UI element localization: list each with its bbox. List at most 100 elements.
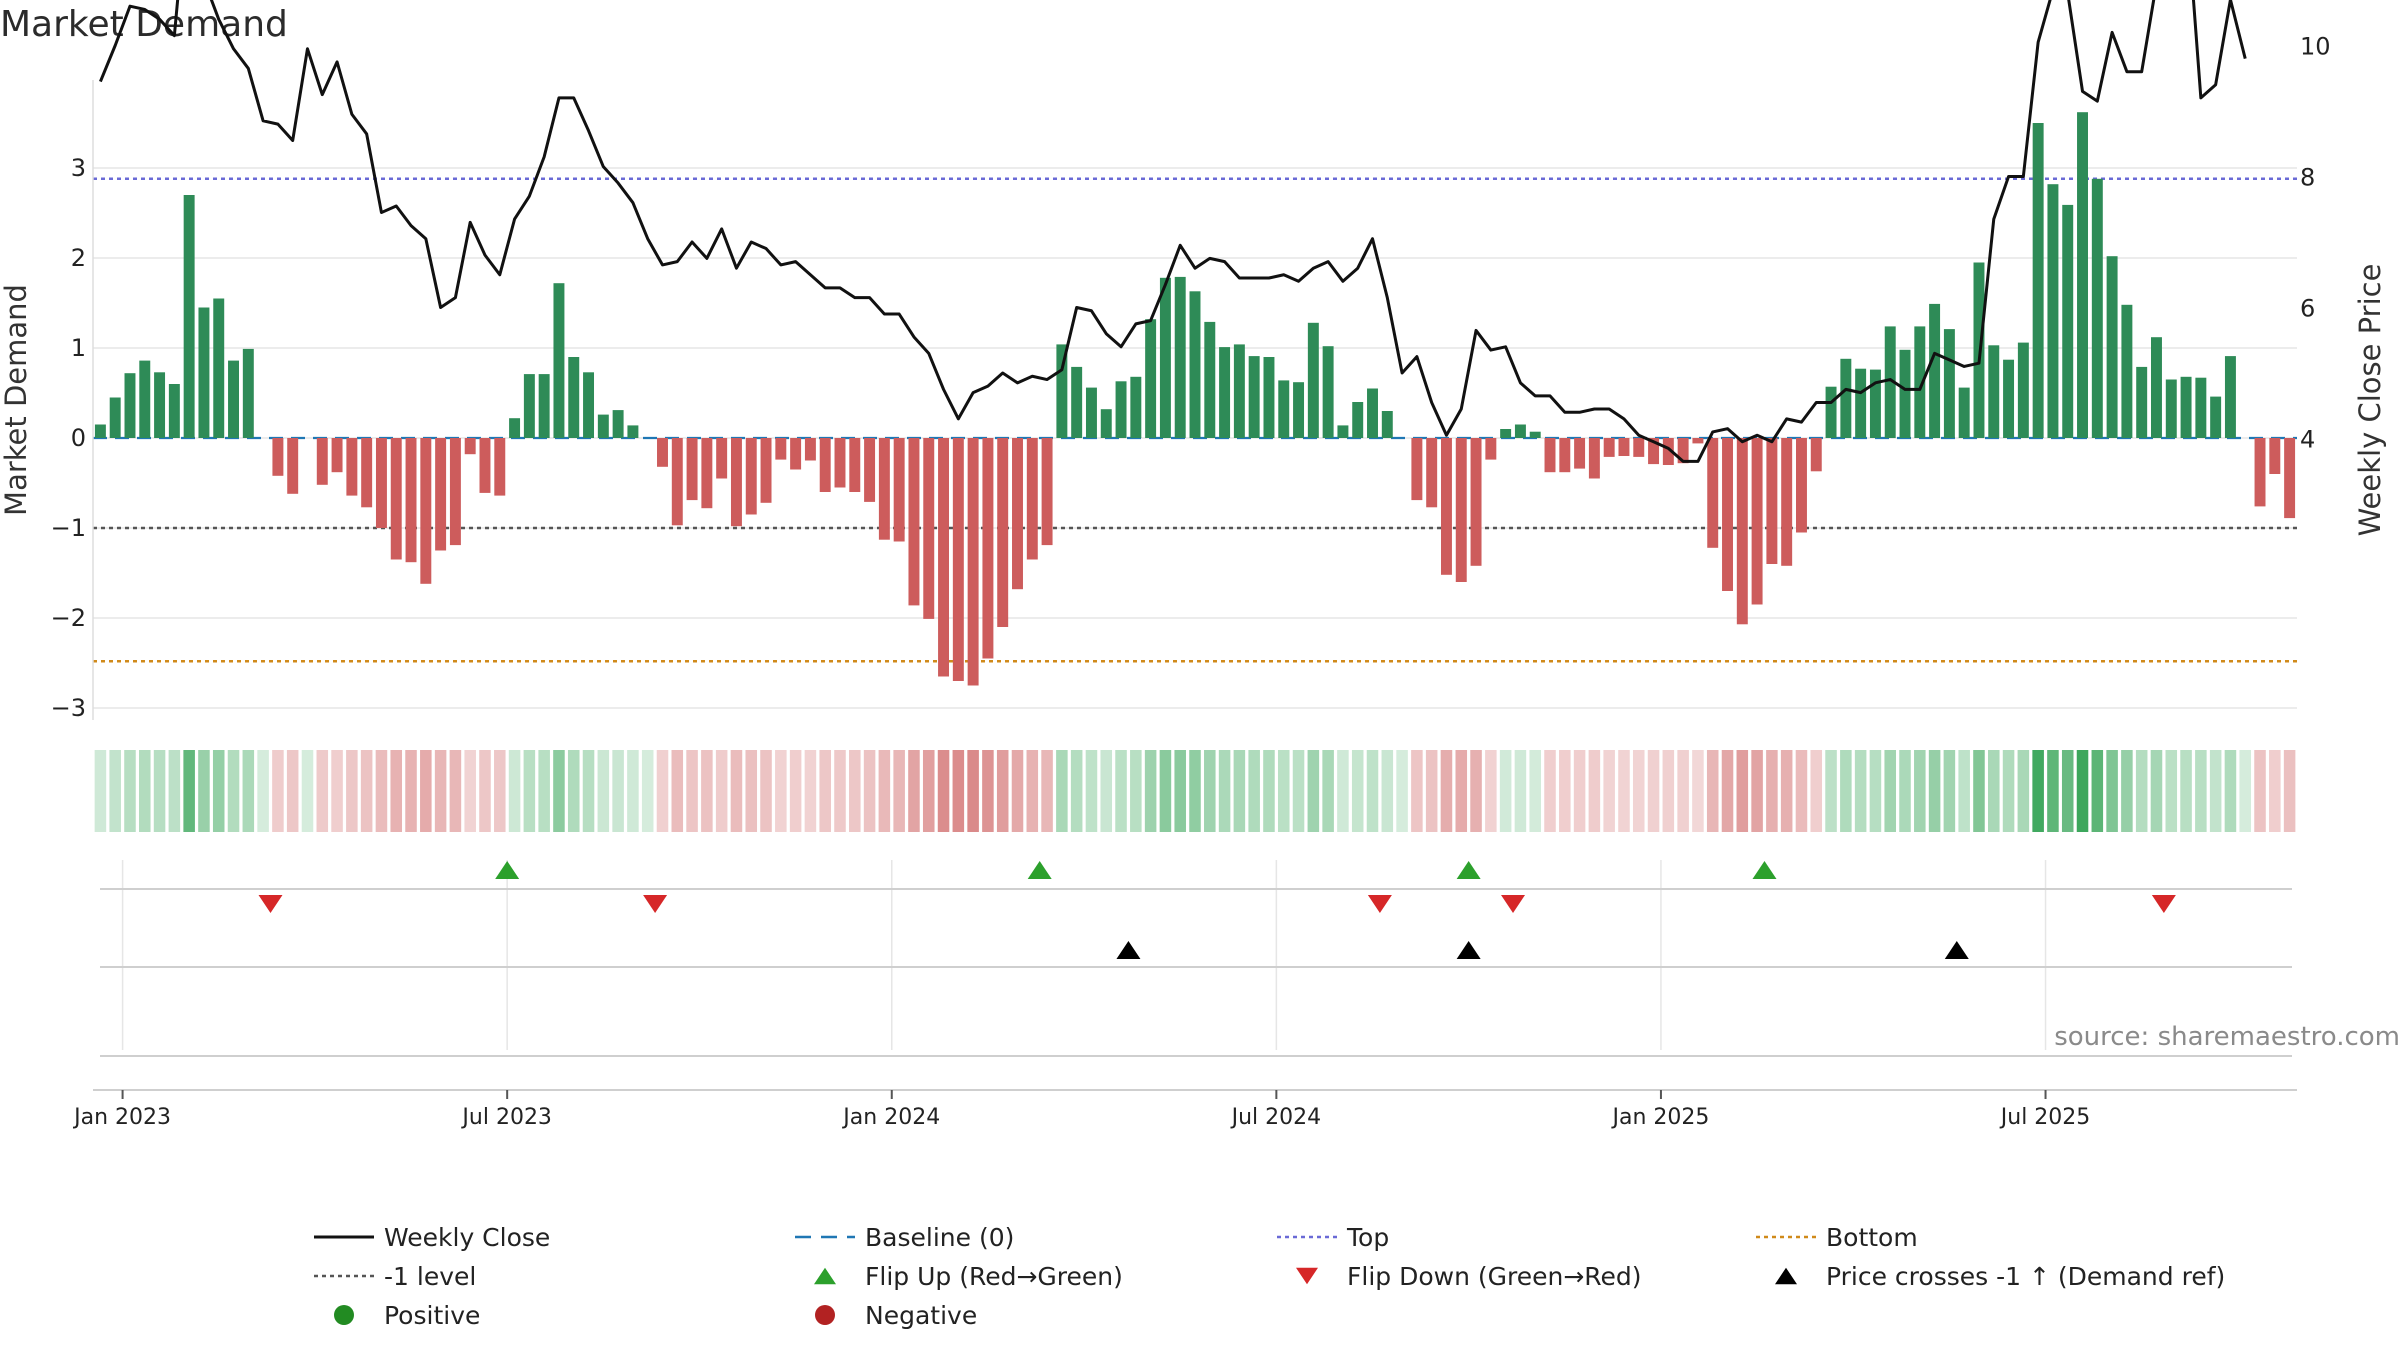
demand-bar	[405, 438, 417, 563]
heat-cell	[257, 750, 269, 832]
heat-cell	[967, 750, 979, 832]
demand-bar	[390, 438, 402, 560]
demand-bar	[1130, 376, 1142, 438]
heat-cell	[153, 750, 166, 832]
heat-cell	[360, 750, 373, 832]
x-tick-label: Jul 2025	[1999, 1105, 2091, 1130]
demand-bar	[1766, 438, 1778, 564]
demand-bar	[864, 438, 876, 502]
heat-cell	[2283, 750, 2296, 832]
demand-bar	[1544, 438, 1556, 473]
demand-bar	[1529, 431, 1541, 438]
y-tick-label: 2	[71, 244, 86, 272]
heat-cell	[1810, 750, 1823, 832]
heat-cell	[139, 750, 151, 832]
heat-cell	[1958, 750, 1970, 832]
legend-label: Top	[1346, 1223, 1389, 1252]
demand-bar	[583, 372, 595, 438]
heat-cell	[1573, 750, 1586, 832]
demand-bar	[1869, 369, 1881, 438]
demand-bar	[494, 438, 506, 496]
heat-cell	[1780, 750, 1793, 832]
heat-cell	[671, 750, 684, 832]
heat-cell	[1603, 750, 1615, 832]
heat-cell	[1514, 750, 1527, 832]
heat-cell	[1928, 750, 1941, 832]
demand-bar	[228, 360, 239, 438]
demand-bar	[316, 438, 328, 485]
flip-up-marker	[1752, 861, 1777, 879]
demand-bar	[2180, 376, 2192, 438]
heat-cell	[1381, 750, 1394, 832]
heat-cell	[789, 750, 802, 832]
demand-bar	[568, 357, 580, 438]
y2-tick-label: 10	[2300, 33, 2331, 61]
y-tick-label: −3	[51, 694, 86, 722]
demand-bar	[1648, 438, 1660, 465]
demand-bar	[1559, 438, 1571, 473]
demand-bar	[671, 438, 683, 526]
heat-cell	[1632, 750, 1645, 832]
demand-bar	[2136, 366, 2148, 438]
y2-tick-label: 6	[2300, 295, 2315, 323]
heat-cell	[1292, 750, 1305, 832]
heat-cell	[1499, 750, 1512, 832]
demand-bar	[1943, 329, 1955, 438]
heat-cell	[834, 750, 846, 832]
heat-cell	[227, 750, 240, 832]
heat-cell	[1085, 750, 1098, 832]
demand-bar	[657, 438, 668, 467]
heat-cell	[2061, 750, 2074, 832]
legend-label: Weekly Close	[384, 1223, 550, 1252]
heat-cell	[2002, 750, 2015, 832]
heat-cell	[730, 750, 743, 832]
flip-down-marker	[2151, 895, 2176, 913]
heat-cell	[686, 750, 698, 832]
heat-cell	[1869, 750, 1882, 832]
flip-down-marker	[258, 895, 283, 913]
heat-cell	[2209, 750, 2222, 832]
demand-bar	[1381, 411, 1393, 438]
demand-bar	[2195, 377, 2207, 438]
demand-bar	[1367, 388, 1378, 438]
heat-cell	[597, 750, 610, 832]
demand-bar	[331, 438, 343, 473]
heat-cell	[346, 750, 358, 832]
flip-up-marker	[1456, 861, 1481, 879]
demand-bar	[139, 360, 151, 438]
weekly-close-price-line	[99, 0, 2247, 463]
demand-bar	[997, 438, 1009, 627]
heat-cell	[641, 750, 654, 832]
demand-bar	[908, 438, 920, 606]
demand-bar	[701, 438, 713, 509]
chart-title: Market Demand	[0, 4, 288, 45]
demand-bar	[2077, 112, 2088, 438]
demand-bar	[745, 438, 757, 515]
heat-cell	[301, 750, 314, 832]
heat-cell	[405, 750, 417, 832]
demand-bar	[1781, 438, 1793, 566]
demand-bar	[2224, 356, 2236, 438]
demand-bar	[2047, 184, 2059, 438]
heat-cell	[1884, 750, 1896, 832]
demand-bar	[2091, 178, 2103, 439]
demand-bar	[272, 438, 284, 476]
demand-bar	[198, 307, 210, 438]
heat-cell	[1396, 750, 1408, 832]
demand-bar	[967, 438, 979, 686]
heat-cell	[996, 750, 1009, 832]
heat-cell	[1840, 750, 1852, 832]
x-tick-label: Jul 2024	[1230, 1105, 1322, 1130]
demand-bar	[168, 384, 180, 438]
heat-cell	[863, 750, 876, 832]
heat-cell	[538, 750, 550, 832]
y2-tick-label: 4	[2300, 426, 2315, 454]
heat-cell	[390, 750, 403, 832]
heat-cell	[804, 750, 817, 832]
heat-cell	[1973, 750, 1985, 832]
demand-bar	[2165, 379, 2177, 438]
heat-cell	[1159, 750, 1172, 832]
heat-cell	[1337, 750, 1349, 832]
flip-down-marker	[1367, 895, 1392, 913]
